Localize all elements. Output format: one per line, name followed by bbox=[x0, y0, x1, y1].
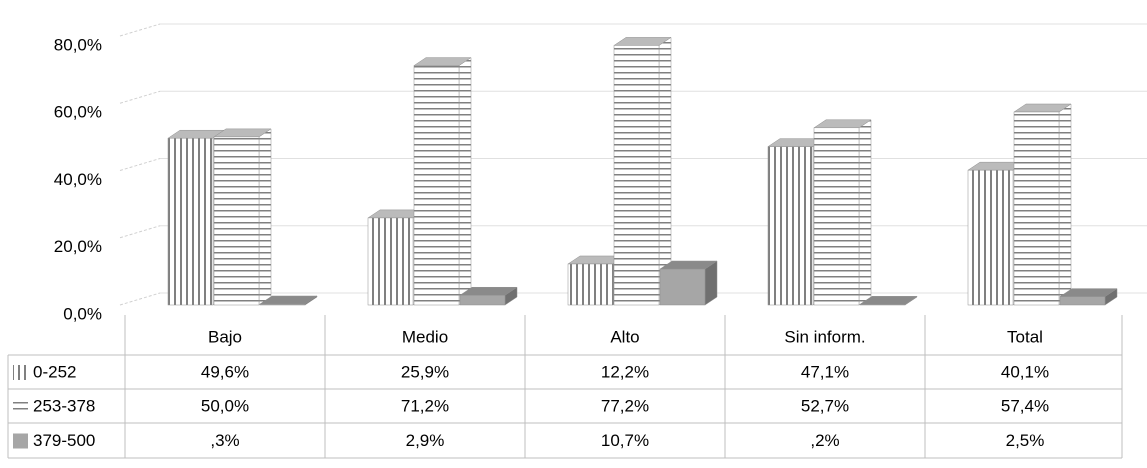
bar-front bbox=[413, 65, 460, 306]
bar-front bbox=[967, 169, 1014, 306]
bar-side bbox=[258, 128, 272, 306]
bar bbox=[659, 260, 718, 306]
data-label: 49,6% bbox=[201, 362, 249, 381]
data-label: 77,2% bbox=[601, 396, 649, 415]
bar-front bbox=[1059, 296, 1106, 306]
grid-side bbox=[119, 23, 161, 37]
legend-swatch bbox=[13, 365, 28, 380]
bar bbox=[413, 57, 472, 306]
bar-front bbox=[167, 137, 214, 306]
legend-label: 253-378 bbox=[33, 396, 95, 415]
y-tick-label: 0,0% bbox=[63, 304, 102, 323]
legend-label: 379-500 bbox=[33, 431, 95, 450]
data-label: 71,2% bbox=[401, 396, 449, 415]
bar-side bbox=[1058, 103, 1072, 306]
grid-side bbox=[119, 90, 161, 104]
x-tick-label: Alto bbox=[610, 327, 639, 346]
bar-front bbox=[1013, 111, 1060, 306]
data-label: ,2% bbox=[810, 431, 839, 450]
data-label: 57,4% bbox=[1001, 396, 1049, 415]
bar-front bbox=[613, 45, 660, 306]
bar bbox=[259, 295, 318, 306]
bar-front bbox=[459, 294, 506, 306]
bar-front bbox=[567, 263, 614, 306]
grid-line bbox=[119, 23, 1147, 37]
data-label: 12,2% bbox=[601, 362, 649, 381]
bar-side bbox=[458, 57, 472, 306]
data-label: 47,1% bbox=[801, 362, 849, 381]
data-label: 10,7% bbox=[601, 431, 649, 450]
data-label: 25,9% bbox=[401, 362, 449, 381]
bar-front bbox=[659, 268, 706, 306]
bar bbox=[1013, 103, 1072, 306]
bar-side bbox=[858, 119, 872, 306]
data-label: 2,9% bbox=[406, 431, 445, 450]
x-tick-label: Sin inform. bbox=[784, 327, 865, 346]
y-tick-label: 80,0% bbox=[54, 35, 102, 54]
bar-front bbox=[367, 217, 414, 306]
y-tick-label: 40,0% bbox=[54, 170, 102, 189]
bar-front bbox=[859, 304, 906, 306]
data-label: 50,0% bbox=[201, 396, 249, 415]
legend-swatch bbox=[13, 399, 28, 414]
data-label: ,3% bbox=[210, 431, 239, 450]
x-tick-label: Medio bbox=[402, 327, 448, 346]
bar bbox=[459, 286, 518, 306]
bar-front bbox=[213, 136, 260, 306]
bar bbox=[859, 295, 918, 306]
bar bbox=[613, 36, 672, 306]
grid-side bbox=[119, 225, 161, 239]
bar-front bbox=[767, 146, 814, 306]
bar bbox=[213, 128, 272, 306]
bar-front bbox=[259, 303, 306, 306]
grid-side bbox=[119, 158, 161, 171]
bar bbox=[1059, 288, 1118, 306]
legend-label: 0-252 bbox=[33, 362, 76, 381]
y-tick-label: 60,0% bbox=[54, 103, 102, 122]
bar-front bbox=[813, 127, 860, 306]
grid-side bbox=[119, 292, 161, 306]
data-label: 52,7% bbox=[801, 396, 849, 415]
data-label: 2,5% bbox=[1006, 431, 1045, 450]
data-label: 40,1% bbox=[1001, 362, 1049, 381]
y-tick-label: 20,0% bbox=[54, 237, 102, 256]
legend-swatch bbox=[13, 433, 28, 449]
bar bbox=[813, 119, 872, 306]
x-tick-label: Bajo bbox=[208, 327, 242, 346]
x-tick-label: Total bbox=[1007, 327, 1043, 346]
